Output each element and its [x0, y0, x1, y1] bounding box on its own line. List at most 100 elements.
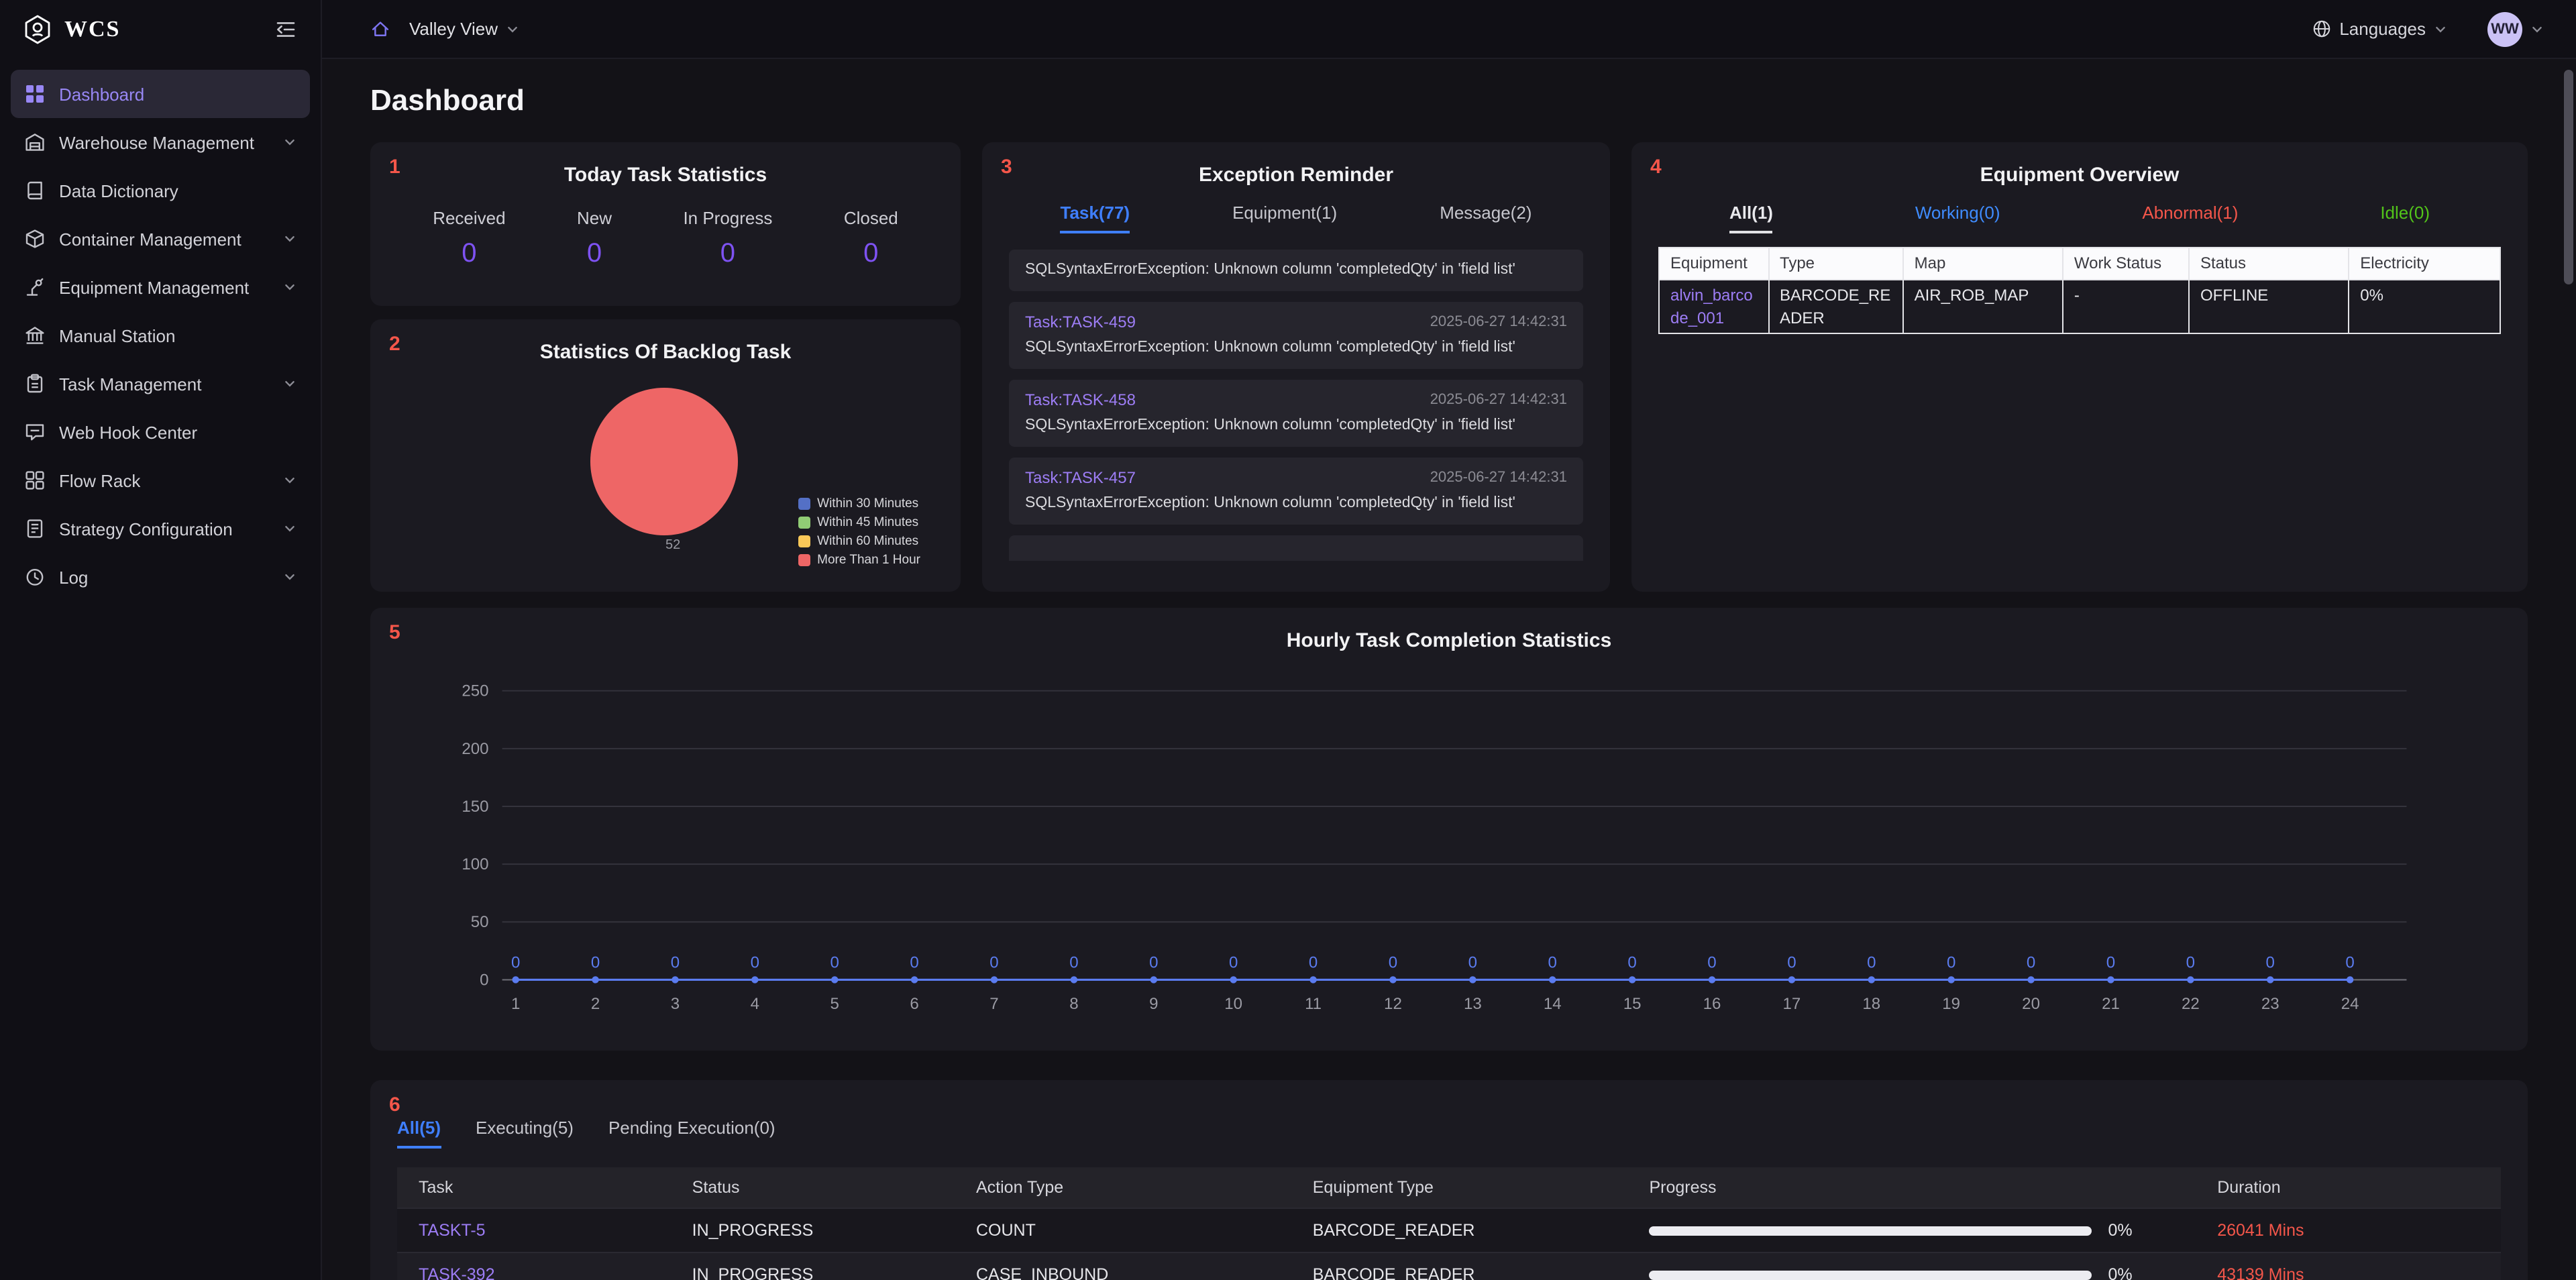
bank-icon — [24, 325, 46, 346]
app-title: WCS — [64, 16, 120, 43]
svg-text:7: 7 — [989, 995, 998, 1013]
exception-message: SQLSyntaxErrorException: Unknown column … — [1025, 338, 1567, 358]
sidebar-item-dashboard[interactable]: Dashboard — [11, 70, 310, 118]
sidebar-item-strategy-configuration[interactable]: Strategy Configuration — [11, 504, 310, 553]
tab-tasks-all[interactable]: All(5) — [397, 1115, 441, 1149]
svg-text:0: 0 — [989, 954, 998, 972]
svg-text:0: 0 — [2266, 954, 2275, 972]
svg-text:0: 0 — [1229, 954, 1238, 972]
task-id-link[interactable]: TASK-392 — [419, 1265, 495, 1280]
sidebar-item-flow-rack[interactable]: Flow Rack — [11, 456, 310, 504]
exception-message: SQLSyntaxErrorException: Unknown column … — [1025, 260, 1567, 280]
svg-text:0: 0 — [1309, 954, 1318, 972]
annotation-1: 1 — [389, 156, 400, 178]
chat-bubble-icon — [24, 421, 46, 443]
language-selector-label: Languages — [2339, 19, 2426, 39]
svg-text:0: 0 — [1787, 954, 1796, 972]
document-settings-icon — [24, 518, 46, 539]
tab-equipment-working[interactable]: Working(0) — [1915, 200, 2000, 233]
svg-text:20: 20 — [2022, 995, 2040, 1013]
svg-text:1: 1 — [511, 995, 520, 1013]
exception-item: Task:TASK-458 2025-06-27 14:42:31 SQLSyn… — [1009, 380, 1583, 447]
svg-text:0: 0 — [1627, 954, 1636, 972]
legend-item[interactable]: Within 45 Minutes — [798, 515, 920, 530]
language-selector[interactable]: Languages — [2303, 17, 2455, 40]
chevron-down-icon — [283, 136, 297, 149]
card-title: Statistics Of Backlog Task — [397, 341, 934, 364]
hourly-task-completion-card: 5 Hourly Task Completion Statistics 0501… — [370, 608, 2528, 1051]
progress-bar — [1650, 1226, 2092, 1235]
tab-task-exceptions[interactable]: Task(77) — [1061, 200, 1130, 233]
scrollbar-thumb[interactable] — [2564, 70, 2573, 284]
sidebar-item-task-management[interactable]: Task Management — [11, 360, 310, 408]
user-menu[interactable]: WW — [2479, 10, 2552, 48]
tab-tasks-pending[interactable]: Pending Execution(0) — [608, 1115, 775, 1149]
annotation-5: 5 — [389, 621, 400, 644]
sidebar-item-equipment-management[interactable]: Equipment Management — [11, 263, 310, 311]
equipment-electricity-cell: 0% — [2349, 280, 2500, 334]
sidebar-item-manual-station[interactable]: Manual Station — [11, 311, 310, 360]
task-equipment-type-cell: BARCODE_READER — [1291, 1208, 1628, 1252]
tab-equipment-all[interactable]: All(1) — [1729, 200, 1773, 233]
equipment-row: alvin_barcode_001 BARCODE_READER AIR_ROB… — [1659, 280, 2500, 334]
svg-text:200: 200 — [462, 740, 488, 758]
app-window: WCS Dashboard Warehouse Management Data … — [0, 0, 2576, 1280]
svg-text:15: 15 — [1623, 995, 1642, 1013]
svg-text:0: 0 — [1867, 954, 1876, 972]
svg-text:5: 5 — [830, 995, 839, 1013]
warehouse-selector-label: Valley View — [409, 19, 498, 39]
card-title: Exception Reminder — [1009, 164, 1583, 186]
exception-task-link[interactable]: Task:TASK-458 — [1025, 390, 1136, 409]
today-stats-row: Received 0 New 0 In Progress 0 — [397, 208, 934, 270]
card-title: Today Task Statistics — [397, 164, 934, 186]
svg-text:0: 0 — [480, 971, 488, 990]
legend-swatch — [798, 554, 810, 566]
pie-legend: Within 30 Minutes Within 45 Minutes With… — [798, 496, 920, 568]
legend-item[interactable]: More Than 1 Hour — [798, 553, 920, 568]
tab-tasks-executing[interactable]: Executing(5) — [476, 1115, 574, 1149]
task-duration: 26041 Mins — [2217, 1221, 2304, 1240]
svg-text:10: 10 — [1224, 995, 1242, 1013]
tab-equipment-abnormal[interactable]: Abnormal(1) — [2142, 200, 2238, 233]
main-content: Dashboard 1 Today Task Statistics Receiv… — [322, 59, 2576, 1280]
equipment-work-status-cell: - — [2063, 280, 2189, 334]
tab-equipment-idle[interactable]: Idle(0) — [2380, 200, 2430, 233]
chevron-down-icon — [283, 377, 297, 390]
exception-task-link[interactable]: Task:TASK-457 — [1025, 468, 1136, 487]
progress-percent-label: 0% — [2108, 1265, 2133, 1280]
svg-text:100: 100 — [462, 855, 488, 873]
equipment-name-link[interactable]: alvin_barcode_001 — [1670, 286, 1753, 327]
stat-received: Received 0 — [433, 208, 505, 270]
warehouse-selector[interactable]: Valley View — [401, 17, 527, 40]
task-id-link[interactable]: TASKT-5 — [419, 1221, 486, 1240]
svg-text:0: 0 — [1069, 954, 1078, 972]
exception-item: Task:TASK-457 2025-06-27 14:42:31 SQLSyn… — [1009, 458, 1583, 525]
exception-task-link[interactable]: Task:TASK-459 — [1025, 313, 1136, 331]
tab-equipment-exceptions[interactable]: Equipment(1) — [1232, 200, 1337, 233]
task-action-type-cell: COUNT — [955, 1208, 1291, 1252]
task-progress: 0% — [1650, 1221, 2175, 1240]
legend-item[interactable]: Within 30 Minutes — [798, 496, 920, 511]
clipboard-icon — [24, 373, 46, 394]
page-scrollbar[interactable] — [2564, 62, 2575, 1280]
pie-slice-more-than-1-hour — [590, 388, 738, 535]
task-progress: 0% — [1650, 1265, 2175, 1280]
svg-text:0: 0 — [1468, 954, 1477, 972]
sidebar-item-warehouse-management[interactable]: Warehouse Management — [11, 118, 310, 166]
legend-item[interactable]: Within 60 Minutes — [798, 534, 920, 549]
task-status-cell: IN_PROGRESS — [671, 1252, 955, 1280]
svg-text:9: 9 — [1149, 995, 1158, 1013]
sidebar-item-web-hook-center[interactable]: Web Hook Center — [11, 408, 310, 456]
sidebar-item-container-management[interactable]: Container Management — [11, 215, 310, 263]
tab-message-exceptions[interactable]: Message(2) — [1440, 200, 1532, 233]
sidebar-item-data-dictionary[interactable]: Data Dictionary — [11, 166, 310, 215]
grid-icon — [24, 470, 46, 491]
svg-text:0: 0 — [591, 954, 600, 972]
exception-timestamp: 2025-06-27 14:42:31 — [1430, 392, 1567, 408]
equipment-status-cell: OFFLINE — [2189, 280, 2349, 334]
sidebar-collapse-button[interactable] — [272, 16, 299, 43]
exception-reminder-card: 3 Exception Reminder Task(77) Equipment(… — [982, 142, 1610, 592]
sidebar-item-log[interactable]: Log — [11, 553, 310, 601]
exception-message: SQLSyntaxErrorException: Unknown column … — [1025, 494, 1567, 514]
exception-item-partial — [1009, 535, 1583, 562]
